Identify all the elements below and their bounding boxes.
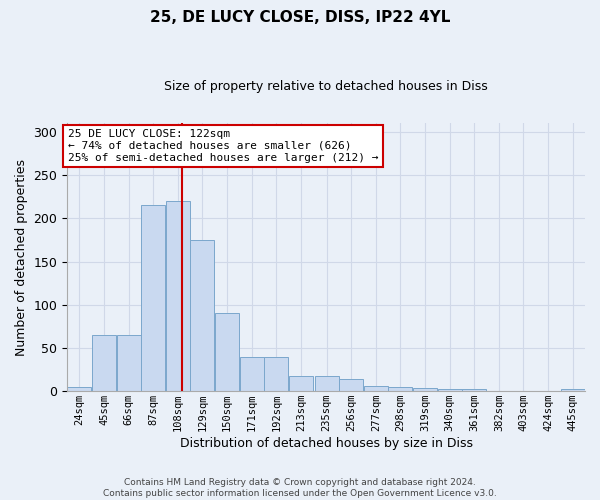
- Text: 25, DE LUCY CLOSE, DISS, IP22 4YL: 25, DE LUCY CLOSE, DISS, IP22 4YL: [150, 10, 450, 25]
- Bar: [462, 390, 486, 391]
- Bar: [116, 335, 140, 391]
- Text: 25 DE LUCY CLOSE: 122sqm
← 74% of detached houses are smaller (626)
25% of semi-: 25 DE LUCY CLOSE: 122sqm ← 74% of detach…: [68, 130, 378, 162]
- Bar: [560, 390, 585, 391]
- Bar: [388, 387, 412, 391]
- Bar: [92, 335, 116, 391]
- Bar: [190, 240, 214, 391]
- Bar: [339, 379, 363, 391]
- Text: Contains HM Land Registry data © Crown copyright and database right 2024.
Contai: Contains HM Land Registry data © Crown c…: [103, 478, 497, 498]
- Y-axis label: Number of detached properties: Number of detached properties: [15, 159, 28, 356]
- Bar: [239, 356, 263, 391]
- Title: Size of property relative to detached houses in Diss: Size of property relative to detached ho…: [164, 80, 488, 93]
- Bar: [289, 376, 313, 391]
- Bar: [413, 388, 437, 391]
- Bar: [166, 201, 190, 391]
- X-axis label: Distribution of detached houses by size in Diss: Distribution of detached houses by size …: [179, 437, 473, 450]
- Bar: [314, 376, 338, 391]
- Bar: [264, 356, 288, 391]
- Bar: [215, 314, 239, 391]
- Bar: [437, 390, 461, 391]
- Bar: [364, 386, 388, 391]
- Bar: [67, 387, 91, 391]
- Bar: [141, 206, 165, 391]
